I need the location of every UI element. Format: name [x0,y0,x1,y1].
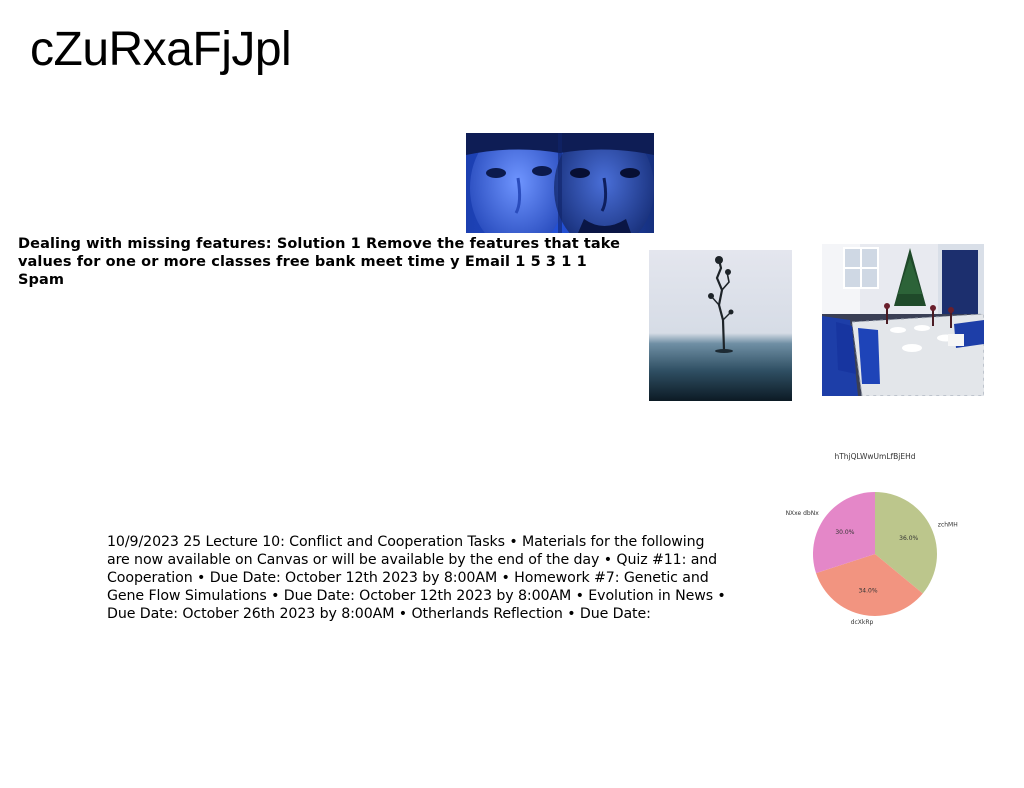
pie-slices [812,492,937,617]
faces-photo [466,133,654,233]
pie-category-label-1: dcXkRp [851,619,874,626]
pie-pct-label-0: 36.0% [899,535,918,542]
missing-features-text: Dealing with missing features: Solution … [18,236,621,288]
pie-chart: hThjQLWwUmLfBjEHd 36.0% zchMH 34.0% dcXkRp 3… [772,444,978,654]
pie-slice-0 [875,492,937,594]
chart-title: hThjQLWwUmLfBjEHd [834,452,915,461]
dining-table-photo [822,244,984,396]
page-title: cZuRxaFjJpl [30,23,292,76]
dining-table-photo-graphic [822,244,984,396]
tree-photo [649,250,792,401]
pie-category-label-0: zchMH [938,521,958,528]
pie-labels: 36.0% zchMH 34.0% dcXkRp 30.0% NXxe dbNx [786,510,958,626]
pie-slice-2 [812,492,875,574]
lecture-tasks-text: 10/9/2023 25 Lecture 10: Conflict and Co… [107,534,726,622]
pie-chart-svg: hThjQLWwUmLfBjEHd 36.0%zchMH34.0%dcXkRp3… [786,452,958,626]
faces-photo-graphic [466,133,654,233]
pie-pct-label-2: 30.0% [835,529,854,536]
tree-photo-graphic [649,250,792,401]
pie-slice-1 [816,554,923,617]
pie-category-label-2: NXxe dbNx [786,510,820,517]
pie-pct-label-1: 34.0% [858,588,877,595]
